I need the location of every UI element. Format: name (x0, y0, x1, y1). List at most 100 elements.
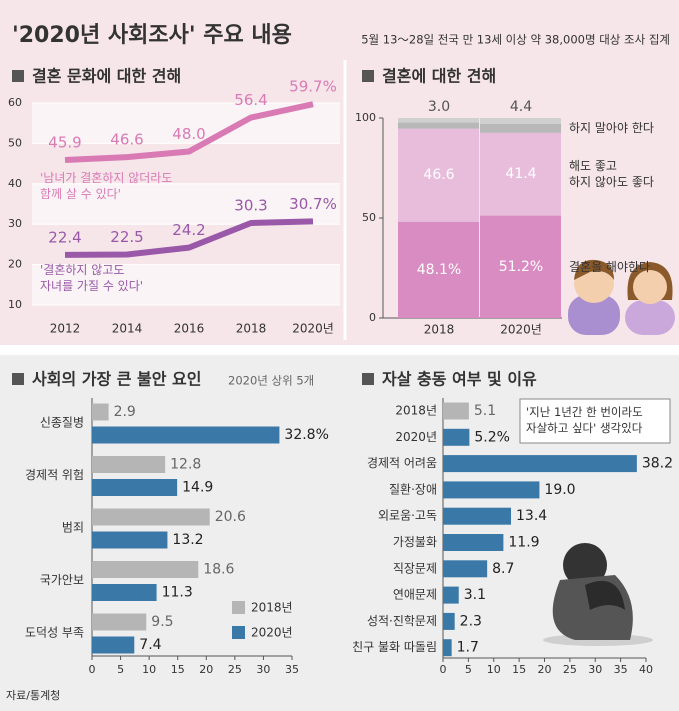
page-subtitle: 5월 13～28일 전국 만 13세 이상 약 38,000명 대상 조사 집계 (361, 33, 670, 47)
category-label: 2018년 (395, 404, 437, 418)
bar (443, 455, 637, 473)
bar (92, 403, 109, 421)
line-series (64, 218, 314, 258)
data-label: 12.8 (170, 457, 201, 473)
legend-label: 2018년 (251, 601, 293, 615)
data-label: 59.7% (289, 78, 337, 96)
bar (92, 426, 280, 444)
data-label: 2.9 (114, 404, 136, 420)
title-marker (362, 373, 374, 385)
x-tick-label: 30 (588, 663, 602, 676)
sad-figure-illustration (543, 543, 653, 646)
legend-swatch (232, 626, 245, 639)
x-tick-label: 20 (538, 663, 552, 676)
y-tick-label: 40 (8, 177, 22, 190)
chart-title: 결혼에 대한 견해 (382, 67, 496, 86)
data-label: 30.7% (289, 195, 337, 213)
data-label: 22.4 (48, 228, 81, 246)
legend-label: 2020년 (251, 626, 293, 640)
category-label: 친구 불화 따돌림 (352, 640, 437, 654)
annotation-box (519, 398, 671, 444)
data-label: 8.7 (492, 561, 514, 577)
data-label: 9.5 (151, 614, 173, 630)
x-tick-label: 15 (171, 663, 185, 676)
y-tick-label: 30 (8, 217, 22, 230)
x-tick-label: 10 (487, 663, 501, 676)
x-tick-label: 2018 (236, 322, 267, 336)
data-label: 41.4 (505, 166, 536, 182)
chart-title: 자살 충동 여부 및 이유 (382, 370, 537, 389)
y-tick-label: 60 (8, 96, 22, 109)
legend-label: 결혼을 해야한다 (569, 259, 651, 274)
category-label: 경제적 위험 (25, 468, 84, 482)
data-label: 5.1 (474, 403, 496, 419)
y-tick-label: 0 (369, 311, 376, 324)
data-label: 11.3 (162, 585, 193, 601)
bar (92, 636, 135, 654)
bar (92, 479, 178, 496)
category-label: 외로움·고독 (378, 509, 437, 523)
category-label: 가정불화 (393, 535, 437, 549)
x-tick-label: 2020년 (500, 323, 542, 337)
x-tick-label: 25 (563, 663, 577, 676)
x-tick-label: 2018 (424, 323, 455, 337)
category-label: 경제적 어려움 (367, 456, 437, 470)
data-label: 56.4 (234, 91, 267, 109)
data-label: 14.9 (182, 480, 213, 496)
bar (92, 531, 168, 549)
x-tick-label: 2020년 (292, 322, 334, 336)
legend-swatch (232, 601, 245, 614)
category-label: 연애문제 (393, 588, 437, 602)
data-label: 1.7 (457, 640, 479, 656)
x-tick-label: 0 (89, 663, 96, 676)
data-label: 13.2 (172, 532, 203, 548)
y-tick-label: 10 (8, 298, 22, 311)
annotation: '지난 1년간 한 번이라도 자살하고 싶다' 생각있다 (526, 405, 643, 435)
bar (92, 508, 210, 526)
category-label: 질환·장애 (389, 482, 437, 496)
data-label: 51.2% (499, 259, 543, 275)
bar (443, 402, 469, 420)
title-marker (362, 70, 374, 82)
category-label: 도덕성 부족 (25, 626, 84, 640)
x-tick-label: 10 (142, 663, 156, 676)
bar (443, 534, 504, 551)
grid-band (32, 183, 340, 225)
data-label: 4.4 (510, 99, 532, 115)
chart-title: 결혼 문화에 대한 견해 (32, 67, 181, 86)
data-label: 20.6 (215, 509, 246, 525)
x-tick-label: 35 (285, 663, 299, 676)
data-label: 13.4 (516, 508, 547, 524)
bar (443, 639, 452, 657)
bar-segment (480, 124, 561, 133)
y-tick-label: 20 (8, 258, 22, 271)
bar (92, 456, 166, 473)
series-label: '남녀가 결혼하지 않더라도 함께 살 수 있다' (40, 171, 173, 201)
legend-label: 해도 좋고 하지 않아도 좋다 (569, 159, 654, 190)
data-label: 46.6 (110, 131, 143, 149)
data-label: 7.4 (139, 637, 161, 653)
bar (443, 586, 459, 604)
bar-segment (398, 122, 479, 129)
bar-segment (398, 221, 479, 318)
data-label: 38.2 (642, 456, 673, 472)
y-tick-label: 100 (355, 111, 376, 124)
x-tick-label: 35 (614, 663, 628, 676)
bar-segment (398, 128, 479, 222)
x-tick-label: 2014 (112, 322, 143, 336)
bar-segment (480, 132, 561, 216)
data-label: 48.0 (172, 125, 205, 143)
category-label: 범죄 (62, 521, 84, 535)
x-tick-label: 15 (512, 663, 526, 676)
data-label: 2.3 (460, 613, 482, 629)
x-tick-label: 40 (639, 663, 653, 676)
data-label: 18.6 (203, 562, 234, 578)
data-label: 45.9 (48, 133, 81, 151)
data-label: 3.0 (428, 99, 450, 115)
bar (443, 612, 455, 630)
bar (92, 561, 199, 578)
data-label: 5.2% (474, 429, 510, 445)
bar (443, 507, 512, 525)
